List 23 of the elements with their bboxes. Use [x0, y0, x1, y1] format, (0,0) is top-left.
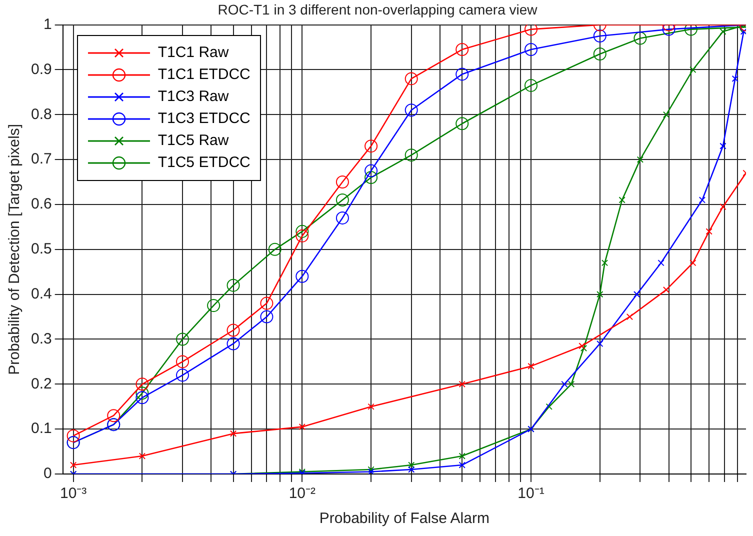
legend-label: T1C3 ETDCC	[158, 108, 250, 129]
x-tick-label: 10⁻³	[60, 485, 87, 502]
legend-label: T1C3 Raw	[158, 86, 229, 107]
y-tick-label: 0.8	[30, 106, 52, 123]
legend-label: T1C1 Raw	[158, 42, 229, 63]
y-tick-label: 0.5	[30, 240, 52, 258]
y-tick-label: 0.7	[30, 150, 52, 168]
y-tick-label: 0.4	[30, 285, 52, 302]
x-tick-label: 10⁻²	[288, 485, 316, 502]
y-tick-label: 0.9	[30, 60, 52, 78]
y-tick-label: 1	[44, 16, 52, 33]
y-tick-label: 0.2	[30, 375, 52, 392]
y-tick-label: 0.1	[30, 420, 52, 438]
chart-title: ROC-T1 in 3 different non-overlapping camera view	[218, 1, 538, 18]
y-tick-label: 0	[44, 465, 52, 482]
y-tick-label: 0.3	[30, 330, 52, 348]
x-tick-label: 10⁻¹	[518, 485, 544, 502]
x-axis-title: Probability of False Alarm	[319, 510, 490, 528]
y-axis-title: Probability of Detection [Target pixels]	[6, 124, 24, 375]
legend-label: T1C5 ETDCC	[158, 152, 250, 173]
legend-label: T1C1 ETDCC	[158, 64, 250, 85]
y-tick-label: 0.6	[30, 196, 52, 213]
legend-label: T1C5 Raw	[158, 130, 229, 151]
